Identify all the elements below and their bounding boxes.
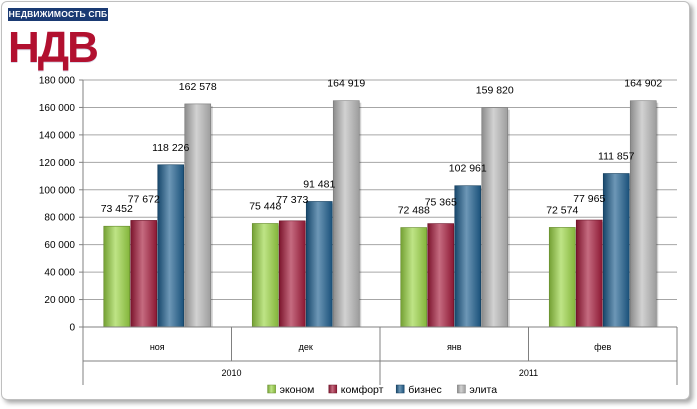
logo-mark: НДВ (8, 23, 108, 75)
legend-label: комфорт (341, 384, 384, 396)
bar (251, 223, 279, 328)
y-tick-label: 20 000 (44, 295, 75, 306)
bar (548, 227, 576, 328)
y-tick-label: 60 000 (44, 240, 75, 251)
logo: НЕДВИЖИМОСТЬ СПБ НДВ (8, 8, 108, 73)
data-label: 77 672 (128, 193, 160, 205)
data-label: 75 365 (425, 197, 457, 209)
axes: 0 20 000 40 000 60 000 80 000 100 000 120 000 1… (39, 76, 678, 385)
y-tick-label: 80 000 (44, 213, 75, 224)
logo-banner-text: НЕДВИЖИМОСТЬ СПБ (8, 9, 108, 19)
x-category-label: ноя (150, 342, 165, 352)
bar (481, 107, 509, 328)
logo-banner: НЕДВИЖИМОСТЬ СПБ (8, 8, 108, 21)
legend-swatch (395, 384, 405, 394)
bar (400, 227, 428, 328)
legend-swatch (328, 384, 338, 394)
legend-label: эконом (280, 384, 315, 396)
data-label: 118 226 (152, 142, 189, 154)
bar (278, 220, 306, 328)
data-label: 77 373 (276, 194, 308, 206)
data-label: 159 820 (476, 85, 514, 97)
y-tick-label: 40 000 (44, 268, 75, 279)
data-label: 111 857 (598, 151, 635, 163)
legend-label: элита (469, 384, 497, 396)
bar (602, 173, 630, 328)
y-tick-label: 120 000 (39, 158, 76, 169)
data-label: 73 452 (101, 203, 133, 215)
y-tick-label: 100 000 (39, 185, 76, 196)
x-category-label: дек (299, 342, 313, 352)
y-tick-label: 0 (69, 323, 75, 334)
data-label: 102 961 (449, 163, 487, 175)
x-group-label: 2010 (221, 368, 241, 378)
legend-label: бизнес (408, 384, 442, 396)
bar (575, 219, 603, 328)
data-label: 75 448 (249, 200, 281, 212)
y-tick-label: 180 000 (39, 76, 76, 87)
bar (103, 225, 131, 328)
y-tick-label: 160 000 (39, 103, 76, 114)
bar (427, 223, 455, 328)
x-category-label: янв (447, 342, 462, 352)
bar (157, 164, 185, 328)
data-label: 164 919 (327, 78, 365, 90)
data-label: 72 574 (546, 204, 578, 216)
bar (130, 220, 158, 328)
legend-swatch (457, 384, 466, 394)
data-label: 162 578 (179, 81, 217, 93)
bars (103, 100, 659, 328)
legend: эконом комфорт бизнес элита (267, 384, 497, 396)
bar (629, 100, 657, 328)
data-label: 77 965 (573, 193, 605, 205)
data-label: 72 488 (398, 205, 430, 217)
y-tick-label: 140 000 (39, 130, 76, 141)
data-label: 91 481 (303, 178, 335, 190)
bar (332, 100, 360, 328)
bar (305, 201, 333, 328)
bar (184, 103, 212, 328)
bar (454, 185, 482, 328)
data-label: 164 902 (624, 78, 662, 90)
logo-mark-text: НДВ (8, 23, 99, 72)
x-group-label: 2011 (519, 368, 538, 378)
legend-swatch (267, 384, 276, 394)
x-category-label: фев (594, 342, 611, 352)
